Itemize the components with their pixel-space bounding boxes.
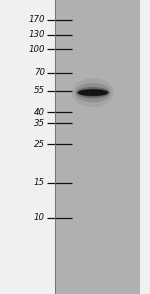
Text: 130: 130 xyxy=(28,30,45,39)
Text: 100: 100 xyxy=(28,45,45,54)
Text: 40: 40 xyxy=(34,108,45,117)
Bar xyxy=(55,0,140,294)
Text: 70: 70 xyxy=(34,69,45,77)
Text: 35: 35 xyxy=(34,119,45,128)
Ellipse shape xyxy=(77,89,109,96)
Bar xyxy=(140,0,150,294)
Text: 10: 10 xyxy=(34,213,45,222)
Ellipse shape xyxy=(78,89,108,96)
Text: 25: 25 xyxy=(34,140,45,148)
Ellipse shape xyxy=(72,78,114,107)
Text: 170: 170 xyxy=(28,16,45,24)
Bar xyxy=(0,0,55,294)
Ellipse shape xyxy=(75,83,111,102)
Ellipse shape xyxy=(76,87,110,98)
Text: 55: 55 xyxy=(34,86,45,95)
Text: 15: 15 xyxy=(34,178,45,187)
